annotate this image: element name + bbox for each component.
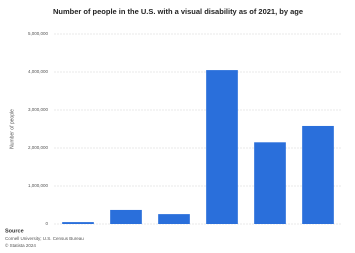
y-tick-label: 3,000,000: [28, 107, 49, 112]
y-tick-label: 1,000,000: [28, 183, 49, 188]
y-tick-label: 5,000,000: [28, 31, 49, 36]
y-tick-label: 2,000,000: [28, 145, 49, 150]
bar: [302, 125, 334, 224]
source-text: Cornell University; U.S. Census Bureau: [5, 236, 84, 241]
chart-title: Number of people in the U.S. with a visu…: [53, 7, 303, 16]
copyright: © Statista 2024: [5, 242, 36, 248]
y-tick-label: 0: [45, 221, 48, 226]
bar: [110, 209, 142, 224]
bar: [62, 222, 94, 224]
bar: [254, 142, 286, 224]
bar: [158, 214, 190, 224]
y-axis-label: Number of people: [9, 109, 15, 149]
y-tick-label: 4,000,000: [28, 69, 49, 74]
source-heading: Source: [5, 228, 24, 234]
bar: [206, 70, 238, 224]
